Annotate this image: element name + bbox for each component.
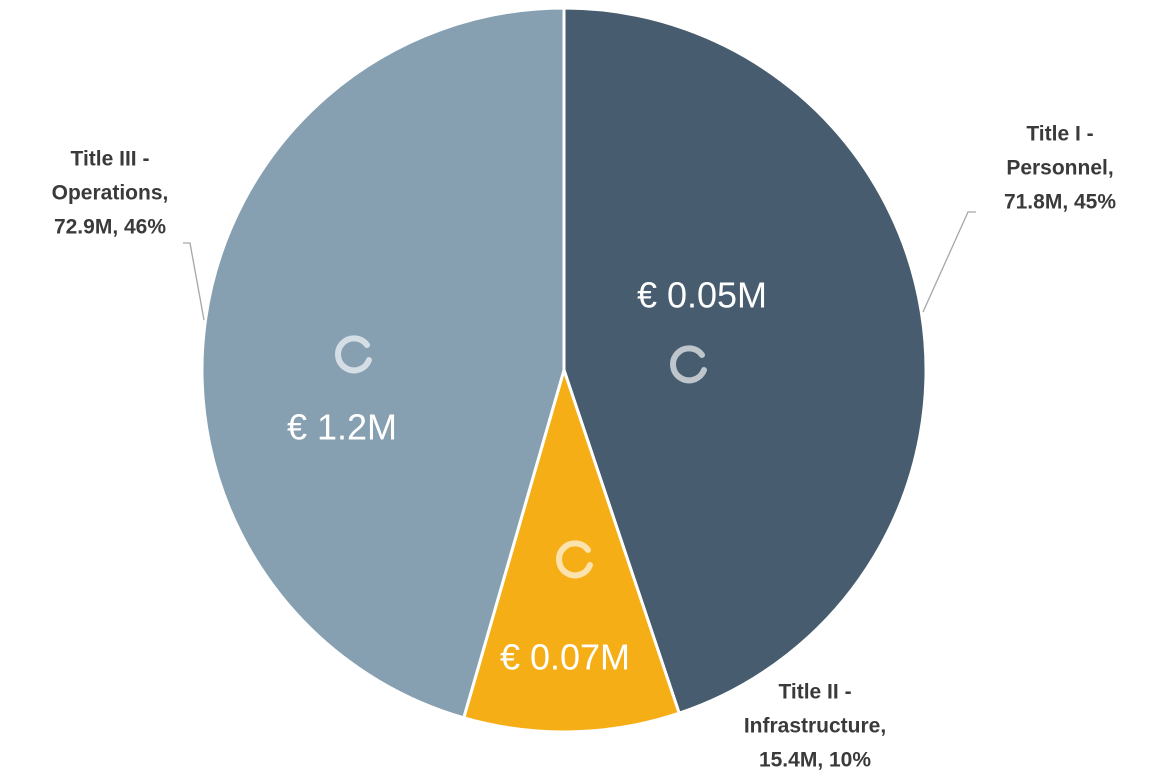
refresh-icon [335, 335, 707, 579]
data-label: Title I - [1026, 123, 1093, 146]
leader-line [922, 211, 976, 313]
inner-label: € 0.05M [637, 275, 767, 316]
data-label: Personnel, [1006, 157, 1113, 180]
data-label: Title III - [71, 148, 150, 171]
data-label: Operations, [52, 182, 169, 205]
pie [200, 6, 928, 734]
inner-label: € 1.2M [287, 407, 397, 448]
leader-line [183, 242, 205, 321]
data-label: Infrastructure, [744, 715, 886, 738]
inner-label: € 0.07M [500, 637, 630, 678]
pie-slice [461, 364, 682, 734]
pie-slice [562, 6, 928, 716]
data-label: Title II - [778, 681, 851, 704]
pie-slice [200, 6, 566, 720]
data-label: 71.8M, 45% [1004, 191, 1116, 214]
labels: Title I - Personnel, 71.8M, 45% Title II - I… [52, 123, 1117, 772]
data-label: 15.4M, 10% [759, 749, 871, 772]
data-label: 72.9M, 46% [54, 216, 166, 239]
